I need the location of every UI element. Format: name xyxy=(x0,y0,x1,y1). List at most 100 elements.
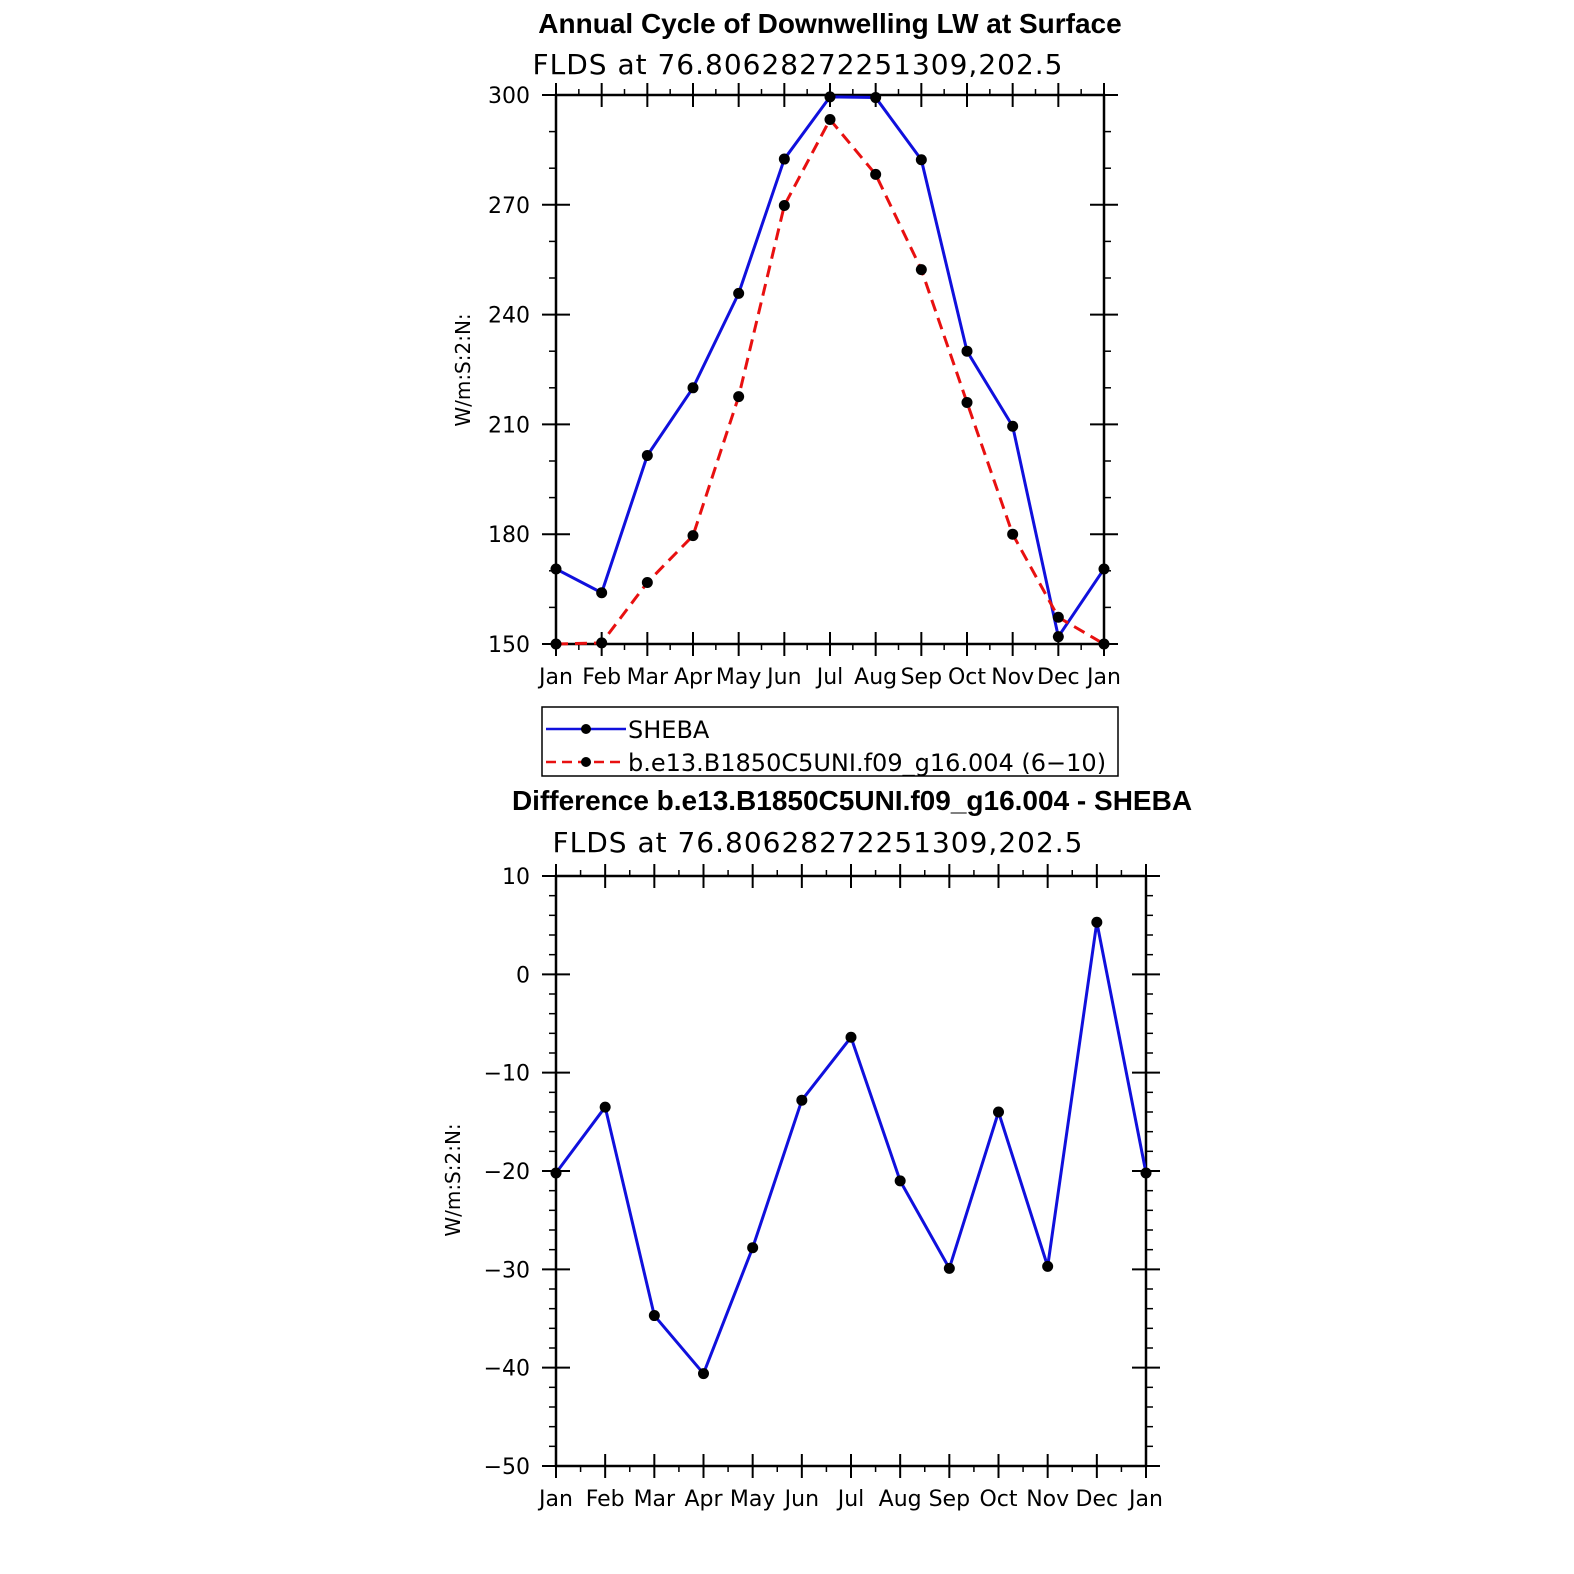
chart-title: Annual Cycle of Downwelling LW at Surfac… xyxy=(538,8,1121,39)
data-point xyxy=(1098,638,1110,650)
chart-title: Difference b.e13.B1850C5UNI.f09_g16.004 … xyxy=(512,785,1192,816)
series-line-1 xyxy=(554,920,1148,1376)
x-tick-label: May xyxy=(716,665,761,690)
y-tick-label: 210 xyxy=(488,413,530,438)
data-point xyxy=(641,450,653,462)
y-tick-label: 10 xyxy=(502,865,530,890)
data-point xyxy=(599,1101,611,1113)
plot-frame xyxy=(554,93,1106,646)
data-point xyxy=(641,577,653,589)
data-point xyxy=(943,1262,955,1274)
x-tick-label: Jul xyxy=(815,665,844,690)
x-tick-label: Jan xyxy=(1085,665,1121,690)
series-line-2 xyxy=(555,118,1105,646)
data-point xyxy=(550,638,562,650)
legend-marker-model xyxy=(581,757,591,767)
plot-axes: Jan Feb Mar Apr May Jun Jul Aug Sep Oct Nov Dec Jan−… xyxy=(484,864,1163,1512)
y-tick-label: 240 xyxy=(488,304,530,329)
data-point xyxy=(778,153,790,165)
x-tick-label: Jan xyxy=(537,1487,573,1512)
data-point xyxy=(915,154,927,166)
data-point xyxy=(1091,916,1103,928)
data-point xyxy=(1052,631,1064,643)
data-point xyxy=(733,391,745,403)
data-point xyxy=(1140,1167,1152,1179)
x-tick-label: Nov xyxy=(991,665,1034,690)
y-axis-label: W/m:S:2:N: xyxy=(441,1123,465,1236)
data-point xyxy=(596,637,608,649)
plot-frame xyxy=(554,874,1148,1468)
y-tick-label: −30 xyxy=(484,1258,530,1283)
y-tick-label: −20 xyxy=(484,1160,530,1185)
data-point xyxy=(1098,563,1110,575)
x-tick-label: Feb xyxy=(582,665,621,690)
data-point xyxy=(550,1167,562,1179)
annual-cycle-chart: Annual Cycle of Downwelling LW at Surfac… xyxy=(451,8,1122,777)
x-tick-label: Sep xyxy=(901,665,942,690)
data-point xyxy=(845,1031,857,1043)
x-tick-label: Jun xyxy=(765,665,801,690)
data-point xyxy=(915,264,927,276)
y-tick-label: 0 xyxy=(516,963,530,988)
data-point xyxy=(733,287,745,299)
data-point xyxy=(824,114,836,126)
data-point xyxy=(961,396,973,408)
x-tick-label: Aug xyxy=(854,665,897,690)
x-tick-label: Jul xyxy=(836,1487,865,1512)
legend-label-sheba: SHEBA xyxy=(628,716,710,744)
data-point xyxy=(687,382,699,394)
y-tick-label: −50 xyxy=(484,1455,530,1480)
x-tick-label: Jun xyxy=(783,1487,819,1512)
y-axis-label: W/m:S:2:N: xyxy=(451,313,475,426)
x-tick-label: Mar xyxy=(627,665,669,690)
legend: SHEBA b.e13.B1850C5UNI.f09_g16.004 (6−10… xyxy=(541,706,1119,777)
x-tick-label: Apr xyxy=(684,1487,723,1512)
data-point xyxy=(870,168,882,180)
data-point xyxy=(1007,420,1019,432)
data-point xyxy=(1007,528,1019,540)
plot-series xyxy=(550,916,1152,1380)
x-tick-label: May xyxy=(730,1487,775,1512)
difference-chart: Difference b.e13.B1850C5UNI.f09_g16.004 … xyxy=(441,785,1192,1512)
data-point xyxy=(550,563,562,575)
data-point xyxy=(1052,611,1064,623)
data-point xyxy=(648,1310,660,1322)
data-point xyxy=(870,92,882,104)
data-point xyxy=(698,1368,709,1380)
x-tick-label: Oct xyxy=(948,665,986,690)
x-tick-label: Apr xyxy=(674,665,713,690)
chart-subtitle: FLDS at 76.80628272251309,202.5 xyxy=(553,826,1084,859)
chart-subtitle: FLDS at 76.80628272251309,202.5 xyxy=(533,48,1064,81)
x-tick-label: Jan xyxy=(1127,1487,1163,1512)
data-point xyxy=(824,91,836,103)
legend-frame xyxy=(541,706,1119,777)
x-tick-label: Dec xyxy=(1037,665,1080,690)
data-point xyxy=(796,1094,808,1106)
x-tick-label: Feb xyxy=(586,1487,625,1512)
data-point xyxy=(778,200,790,212)
y-tick-label: 150 xyxy=(488,633,530,658)
legend-marker-sheba xyxy=(581,724,591,734)
data-point xyxy=(596,587,608,599)
plot-axes: Jan Feb Mar Apr May Jun Jul Aug Sep Oct Nov Dec Jan1… xyxy=(488,83,1121,690)
y-tick-label: 300 xyxy=(488,84,530,109)
y-tick-label: 270 xyxy=(488,194,530,219)
series-line-1 xyxy=(555,95,1106,639)
data-point xyxy=(961,345,973,357)
y-tick-label: −10 xyxy=(484,1062,530,1087)
x-tick-label: Aug xyxy=(879,1487,922,1512)
y-tick-label: 180 xyxy=(488,523,530,548)
x-tick-label: Oct xyxy=(979,1487,1017,1512)
data-point xyxy=(747,1242,759,1254)
x-tick-label: Nov xyxy=(1026,1487,1069,1512)
data-point xyxy=(1042,1260,1054,1272)
y-tick-label: −40 xyxy=(484,1357,530,1382)
plot-series xyxy=(550,91,1110,650)
data-point xyxy=(894,1175,906,1187)
x-tick-label: Sep xyxy=(929,1487,970,1512)
legend-label-model: b.e13.B1850C5UNI.f09_g16.004 (6−10) xyxy=(628,749,1106,777)
data-point xyxy=(993,1106,1004,1118)
x-tick-label: Mar xyxy=(634,1487,676,1512)
x-tick-label: Jan xyxy=(537,665,573,690)
